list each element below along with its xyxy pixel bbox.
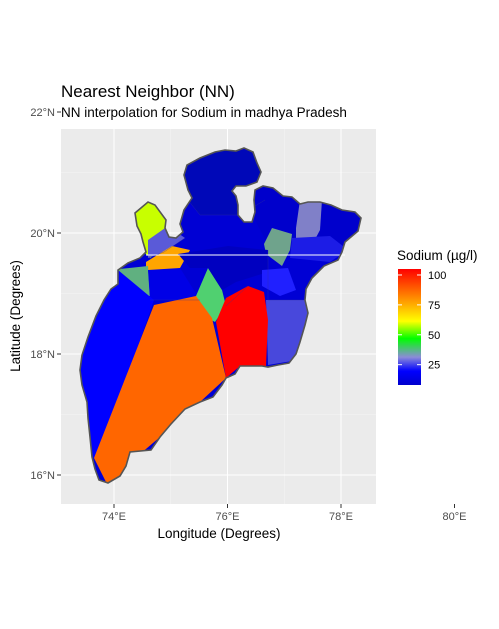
chart-subtitle: NN interpolation for Sodium in madhya Pr… <box>61 105 347 120</box>
legend-ticks: 25 50 75 100 <box>398 270 446 372</box>
region-northeast-lilac <box>296 200 322 245</box>
legend-tick-label: 100 <box>428 270 446 282</box>
region-central-blue <box>148 268 200 300</box>
state-outline <box>79 147 362 484</box>
legend-tick-label: 25 <box>428 360 440 372</box>
region-west-orange <box>146 246 190 275</box>
legend-colorbar <box>398 269 421 385</box>
x-tick-label: 78°E <box>329 511 353 523</box>
region-east-bright-blue <box>262 268 296 296</box>
region-east-teal <box>264 228 292 266</box>
legend-tick-label: 50 <box>428 330 440 342</box>
x-tick-label: 76°E <box>216 511 240 523</box>
region-south-red <box>216 286 268 378</box>
region-central-dark <box>178 246 268 290</box>
chart-title: Nearest Neighbor (NN) <box>61 82 235 101</box>
region-south-orange <box>94 296 226 483</box>
y-axis-ticks: 16°N18°N20°N22°N24°N26°N <box>30 107 61 482</box>
y-tick-label: 18°N <box>30 349 55 361</box>
y-tick-label: 16°N <box>30 470 55 482</box>
legend: Sodium (µg/l) 25 50 75 100 <box>397 248 478 385</box>
y-tick-label: 20°N <box>30 228 55 240</box>
legend-tick-label: 75 <box>428 300 440 312</box>
x-axis-label: Longitude (Degrees) <box>157 526 280 541</box>
legend-title: Sodium (µg/l) <box>397 248 478 263</box>
x-axis-ticks: 74°E76°E78°E80°E82°E <box>102 504 467 523</box>
x-tick-label: 80°E <box>443 511 467 523</box>
y-tick-label: 22°N <box>30 107 55 119</box>
x-tick-label: 74°E <box>102 511 126 523</box>
y-axis-label: Latitude (Degrees) <box>8 260 23 372</box>
